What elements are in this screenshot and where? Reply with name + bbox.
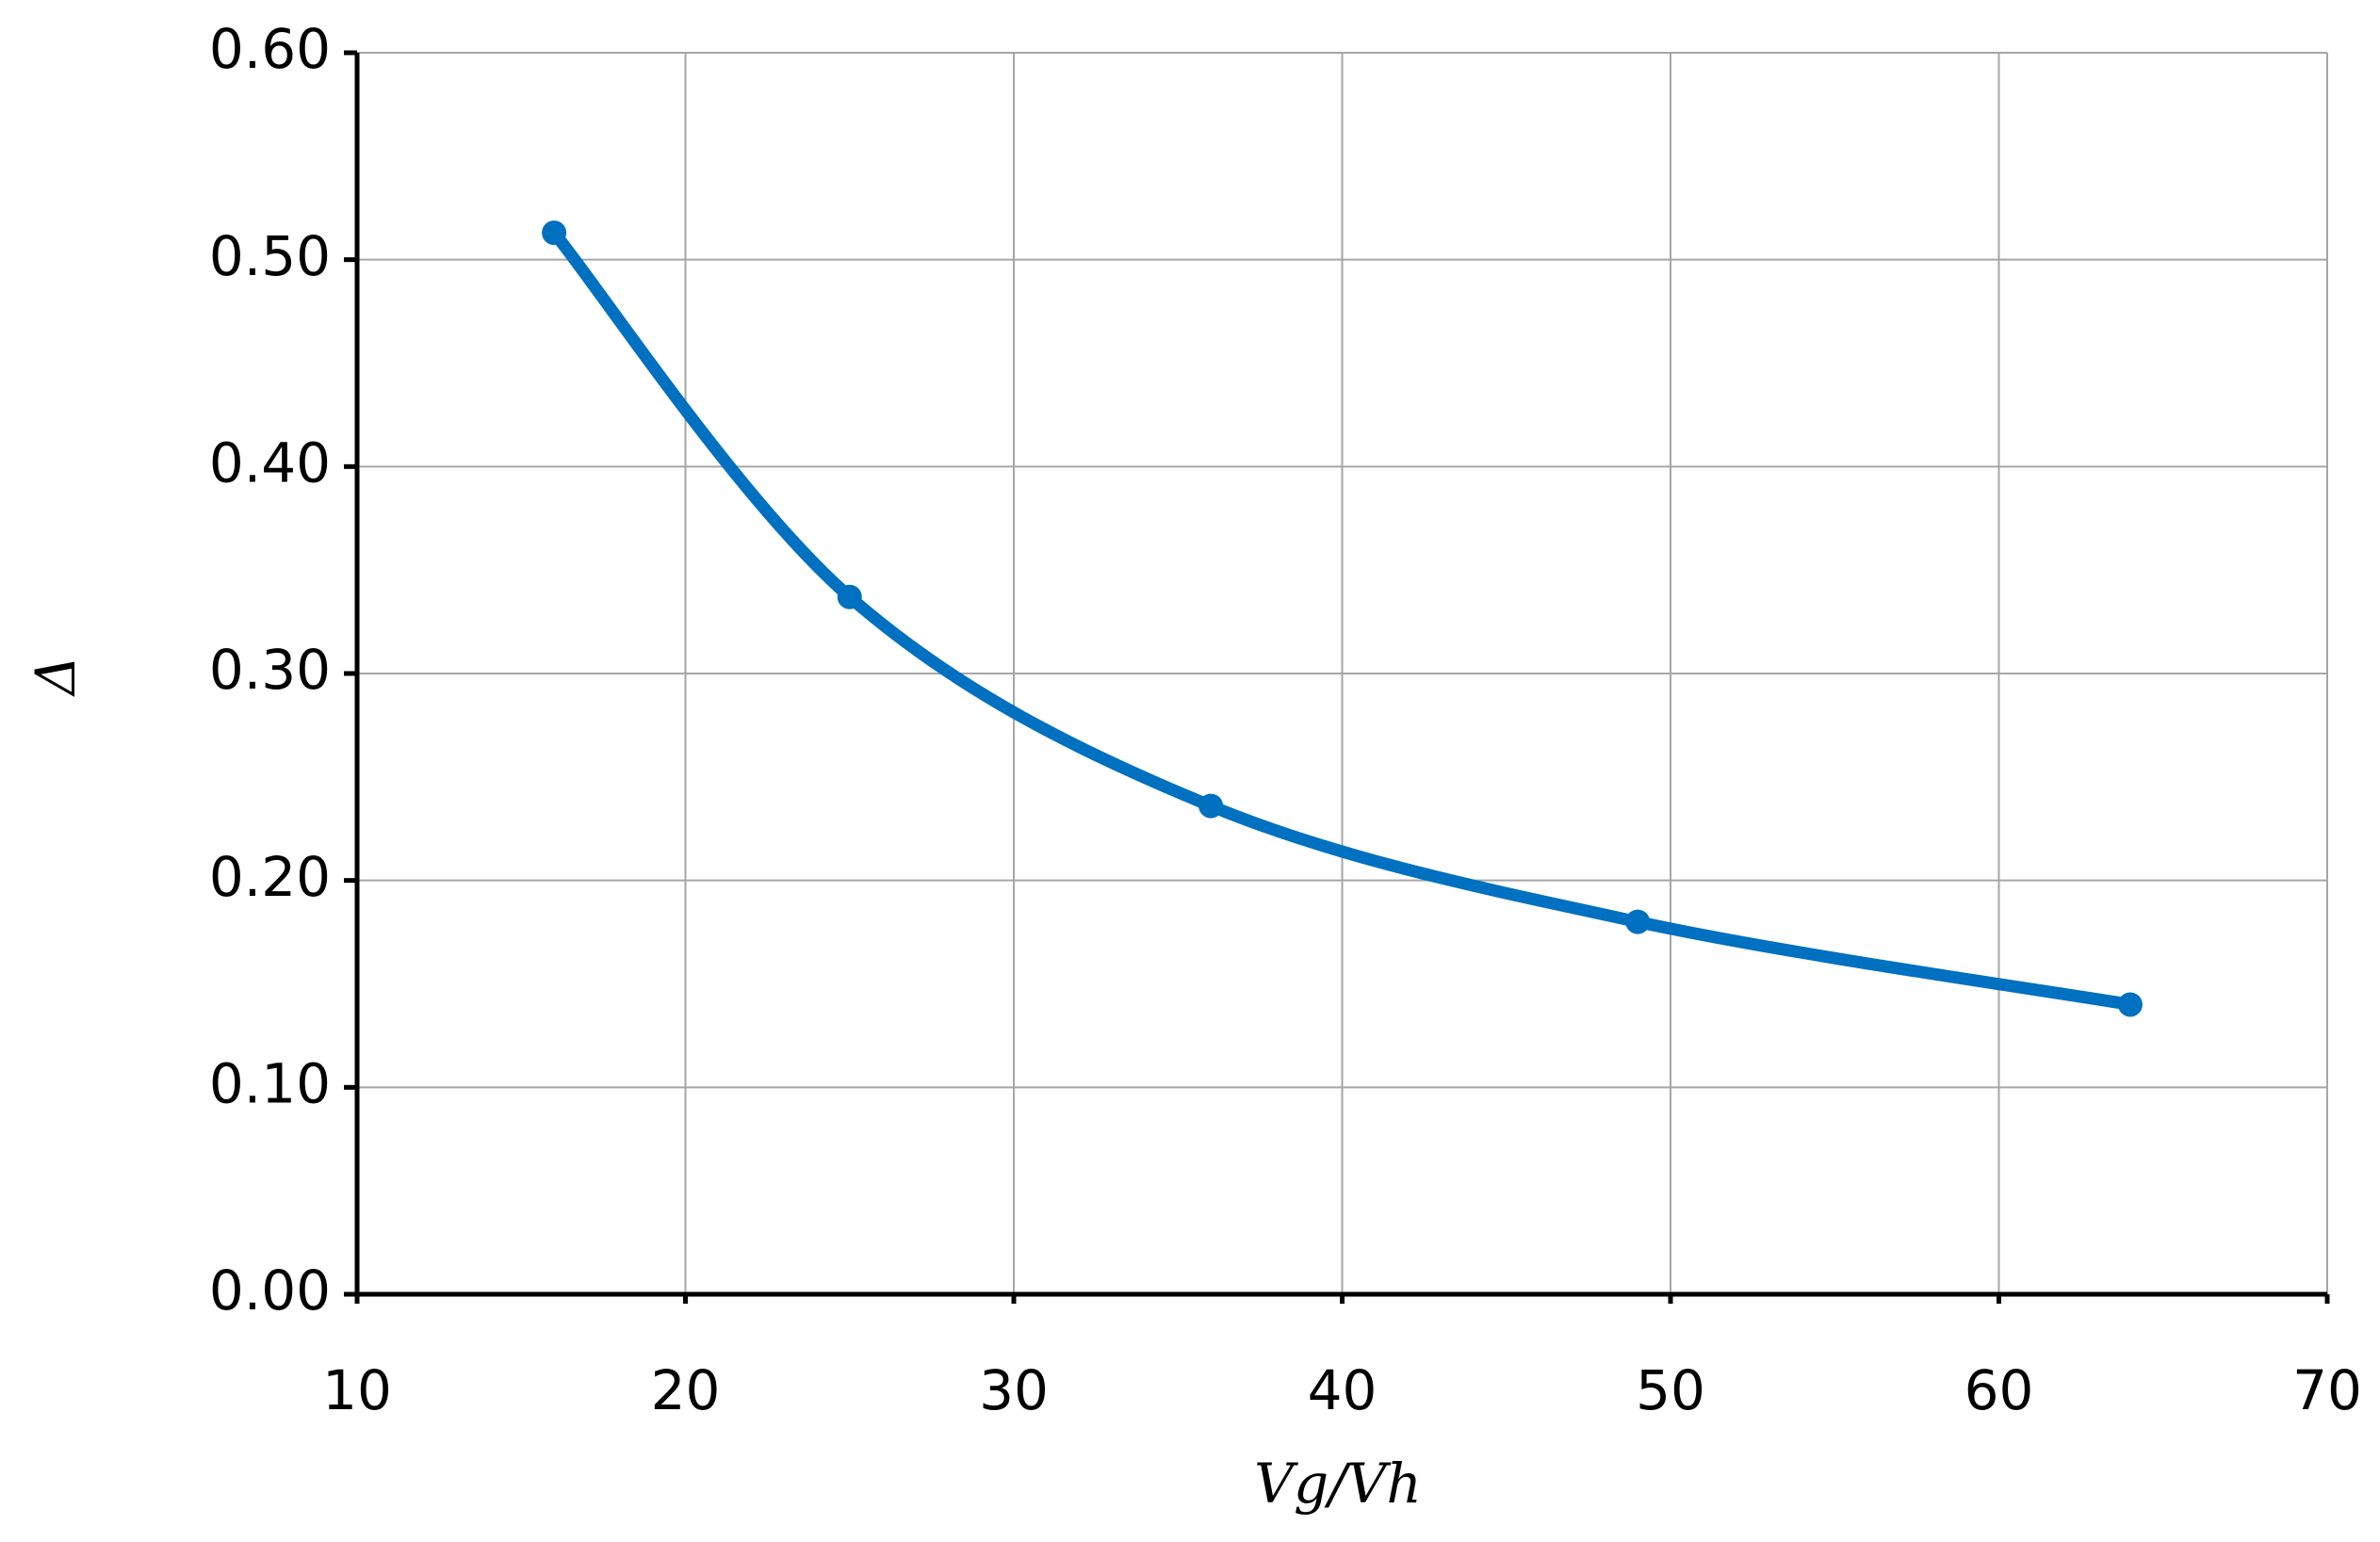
y-tick-label: 0.30 — [209, 638, 331, 702]
x-tick-label: 50 — [1636, 1358, 1705, 1422]
y-tick-label: 0.10 — [209, 1051, 331, 1115]
x-tick-label: 70 — [2292, 1358, 2362, 1422]
y-tick-label: 0.00 — [209, 1258, 331, 1323]
data-point — [1625, 909, 1651, 934]
x-tick-label: 60 — [1964, 1358, 2034, 1422]
x-tick-label: 40 — [1308, 1358, 1377, 1422]
y-tick-label: 0.40 — [209, 430, 331, 495]
y-tick-label: 0.50 — [209, 224, 331, 288]
data-point — [837, 584, 862, 609]
y-axis-title: Δ — [24, 656, 88, 697]
x-axis-title: Vg/Vh — [1254, 1452, 1422, 1516]
data-point — [542, 220, 567, 246]
y-tick-label: 0.20 — [209, 845, 331, 909]
data-point — [2117, 992, 2143, 1017]
y-tick-label: 0.60 — [209, 17, 331, 81]
data-point — [1198, 793, 1224, 819]
x-tick-label: 10 — [322, 1358, 392, 1422]
x-tick-label: 30 — [979, 1358, 1049, 1422]
x-tick-label: 20 — [651, 1358, 721, 1422]
